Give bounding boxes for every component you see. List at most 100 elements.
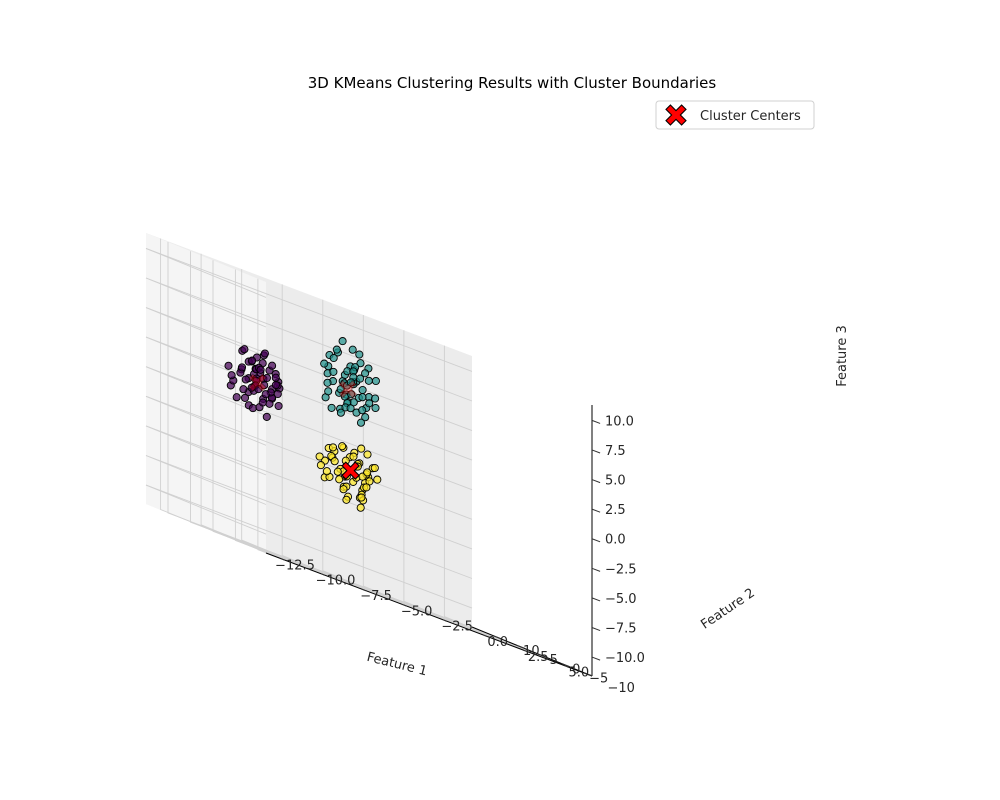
data-point	[371, 376, 380, 386]
data-point	[349, 398, 358, 407]
data-point	[335, 475, 344, 484]
data-point	[332, 345, 341, 354]
z-tick-label: 0.0	[605, 533, 626, 548]
tick-labels: −12.5−10.0−7.5−5.0−2.50.02.55.0−10−50510…	[275, 414, 645, 695]
cluster-center-marker	[248, 373, 267, 392]
data-point	[322, 467, 331, 476]
y-tick-label: 0	[572, 662, 580, 677]
z-grid-line	[145, 395, 473, 520]
data-point	[363, 468, 372, 477]
x-tick-mark	[442, 619, 448, 622]
z-grid-line	[145, 425, 267, 476]
x-tick-mark	[564, 665, 569, 668]
data-point	[370, 463, 379, 473]
x-tick-mark	[320, 573, 326, 576]
z-grid-line	[145, 336, 473, 461]
data-point	[365, 399, 374, 408]
data-point	[268, 361, 277, 370]
data-point	[224, 361, 233, 370]
data-point	[356, 374, 365, 383]
data-point	[342, 495, 351, 504]
data-point	[330, 457, 339, 466]
legend: Cluster Centers	[655, 100, 815, 130]
z-grid-line	[145, 455, 473, 579]
x-axis-line	[265, 552, 593, 677]
legend-center-marker-glyph	[665, 104, 687, 126]
data-point	[371, 394, 380, 403]
x-tick-mark	[483, 634, 488, 638]
z-tick-mark	[591, 538, 601, 543]
z-grid-line	[145, 247, 473, 372]
y-tick-mark	[538, 653, 548, 658]
z-grid-line	[145, 395, 267, 446]
data-point	[271, 373, 280, 382]
y-grid-line	[167, 242, 495, 637]
data-point	[371, 403, 380, 413]
x-tick-label: 5.0	[568, 665, 589, 680]
z-grid-line	[145, 484, 267, 535]
data-point	[248, 404, 257, 413]
x-tick-label: −2.5	[441, 620, 473, 635]
z-tick-label: 10.0	[605, 414, 634, 429]
y-axis-label: Feature 2	[698, 586, 757, 633]
data-point	[240, 345, 249, 354]
data-point	[261, 390, 270, 399]
data-point	[333, 467, 342, 476]
data-point	[260, 381, 269, 390]
z-grid-line	[145, 455, 267, 505]
data-point	[329, 353, 338, 363]
cluster-center-marker	[341, 461, 360, 480]
y-grid-line	[212, 260, 540, 655]
data-point	[262, 373, 271, 383]
x-tick-label: −7.5	[360, 589, 392, 604]
data-point	[324, 387, 333, 396]
data-point	[358, 406, 367, 415]
z-tick-label: 7.5	[605, 444, 626, 459]
z-tick-label: −2.5	[605, 562, 637, 577]
data-point	[338, 442, 347, 451]
x-tick-label: 0.0	[487, 635, 508, 650]
data-point	[363, 450, 372, 459]
y-tick-label: −5	[589, 672, 608, 687]
data-point	[361, 413, 370, 422]
data-point	[265, 399, 274, 408]
data-point	[254, 385, 263, 394]
z-tick-mark	[591, 656, 601, 661]
data-point	[356, 503, 365, 512]
z-grid-line	[145, 425, 473, 550]
y-tick-mark	[493, 635, 503, 640]
z-tick-mark	[591, 597, 601, 602]
x-axis-label: Feature 1	[365, 650, 428, 679]
data-point	[349, 452, 358, 461]
z-axis-label: Feature 3	[835, 325, 850, 387]
z-tick-mark	[591, 508, 601, 513]
data-point	[338, 337, 347, 346]
data-point	[248, 356, 257, 365]
data-point	[262, 412, 271, 421]
data-point	[339, 485, 348, 494]
data-point	[273, 389, 282, 399]
z-grid-line	[145, 484, 473, 609]
legend-frame	[655, 100, 815, 130]
data-point	[356, 418, 366, 427]
cluster-center-marker	[338, 379, 357, 399]
z-tick-label: −10.0	[605, 651, 645, 666]
side-pane	[146, 233, 266, 553]
data-point	[348, 345, 357, 354]
y-tick-label: 10	[523, 644, 540, 659]
legend-center-marker	[665, 104, 687, 126]
chart-title: 3D KMeans Clustering Results with Cluste…	[308, 74, 717, 92]
z-tick-mark	[591, 419, 601, 424]
data-point	[256, 365, 265, 374]
y-tick-mark	[516, 644, 525, 649]
data-point	[373, 475, 382, 484]
data-point	[241, 375, 250, 384]
data-point	[329, 367, 338, 376]
y-tick-mark	[583, 672, 593, 677]
data-point	[355, 350, 364, 359]
data-point	[232, 393, 241, 402]
cluster-centers	[248, 373, 360, 480]
data-point	[328, 443, 338, 452]
z-tick-mark	[591, 479, 601, 484]
